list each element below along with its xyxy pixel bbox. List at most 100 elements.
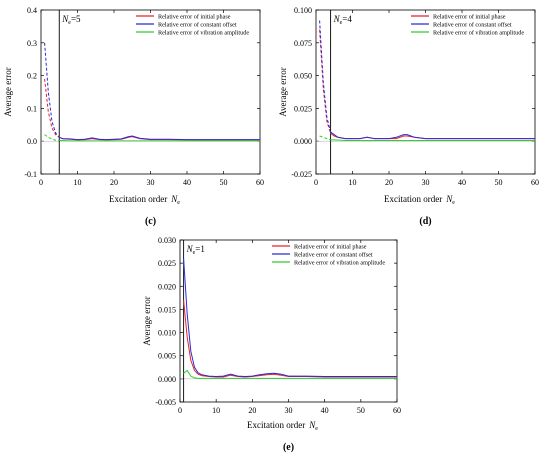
x-tick-label: 0	[39, 178, 43, 187]
panel-label: (e)	[283, 442, 294, 453]
x-tick-label: 0	[178, 406, 182, 415]
series-line-dashed	[44, 42, 60, 138]
legend-label: Relative error of initial phase	[433, 14, 506, 21]
threshold-sub: e	[68, 20, 71, 26]
panel-label: (d)	[419, 216, 431, 227]
series-line	[183, 369, 397, 379]
threshold-value: =1	[195, 244, 205, 254]
y-tick-label: 0.3	[27, 39, 37, 48]
series-line	[330, 132, 535, 140]
y-tick-label: -0.025	[291, 170, 312, 179]
y-tick-label: 0.030	[158, 236, 176, 245]
chart-panel: 0 10 20 30 40 50 60 -0.025 0.000 0.025 0.050 0.075 0…	[278, 6, 539, 227]
x-axis-label-sub: e	[177, 200, 180, 206]
series-line-dashed	[319, 135, 331, 141]
x-tick-label: 0	[314, 178, 318, 187]
x-tick-label: 40	[183, 178, 191, 187]
y-tick-label: 0.010	[158, 329, 176, 338]
x-tick-label: 60	[393, 406, 401, 415]
x-tick-label: 30	[147, 178, 155, 187]
y-tick-label: 0.025	[294, 104, 312, 113]
x-tick-label: 10	[349, 178, 357, 187]
legend: Relative error of initial phaseRelative …	[411, 14, 524, 37]
series-line	[183, 258, 397, 378]
x-axis-label-sub: e	[315, 426, 318, 432]
legend-label: Relative error of constant offset	[294, 252, 373, 259]
threshold-value: =4	[342, 14, 352, 24]
x-tick-label: 50	[495, 178, 503, 187]
x-axis-label: Excitation order Ne	[247, 420, 318, 432]
series-line-dashed	[319, 20, 332, 133]
x-axis-label-sub: e	[452, 200, 455, 206]
x-axis-label-text: Excitation order	[384, 194, 442, 204]
panel-label: (c)	[145, 216, 156, 227]
threshold-sub: e	[340, 20, 343, 26]
x-axis-label: Excitation order Ne	[384, 194, 455, 206]
chart-panel: 0 10 20 30 40 50 60-0.10.00.10.20.30.4Ne=5 Rela…	[3, 6, 264, 227]
x-axis-label-symbol: N	[308, 420, 316, 430]
x-axis-label-symbol: N	[170, 194, 178, 204]
y-tick-label: 0.000	[294, 137, 312, 146]
y-tick-label: 0.015	[158, 305, 176, 314]
x-tick-label: 20	[110, 178, 118, 187]
threshold-symbol: N	[61, 14, 69, 24]
y-tick-label: 0.025	[158, 259, 176, 268]
x-tick-label: 30	[285, 406, 293, 415]
threshold-label: Ne=1	[186, 244, 205, 256]
x-tick-label: 60	[531, 178, 539, 187]
y-axis-label: Average error	[142, 296, 152, 346]
legend: Relative error of initial phaseRelative …	[136, 14, 249, 37]
legend-label: Relative error of vibration amplitude	[158, 30, 249, 37]
legend-label: Relative error of initial phase	[158, 14, 231, 21]
x-tick-label: 40	[458, 178, 466, 187]
threshold-label: Ne=4	[333, 14, 353, 26]
threshold-symbol: N	[186, 244, 194, 254]
threshold-sub: e	[193, 250, 196, 256]
x-tick-label: 20	[248, 406, 256, 415]
y-tick-label: 0.005	[158, 352, 176, 361]
y-tick-label: 0.4	[27, 6, 37, 15]
y-axis-label: Average error	[278, 67, 288, 117]
x-tick-label: 10	[212, 406, 220, 415]
y-tick-label: 0.1	[27, 104, 37, 113]
y-tick-label: 0.000	[158, 375, 176, 384]
x-tick-label: 10	[74, 178, 82, 187]
series-line	[59, 135, 260, 141]
legend: Relative error of initial phaseRelative …	[272, 244, 385, 267]
x-axis-label-text: Excitation order	[109, 194, 167, 204]
threshold-value: =5	[71, 14, 81, 24]
legend-label: Relative error of vibration amplitude	[294, 260, 385, 267]
y-tick-label: 0.0	[27, 137, 37, 146]
y-tick-label: -0.1	[24, 170, 37, 179]
x-axis-label-symbol: N	[445, 194, 453, 204]
series-line-dashed	[44, 78, 60, 138]
series-line	[183, 300, 397, 378]
y-tick-label: 0.2	[27, 72, 37, 81]
series-line-dashed	[319, 29, 332, 134]
x-tick-label: 50	[220, 178, 228, 187]
legend-label: Relative error of constant offset	[433, 22, 512, 29]
y-tick-label: 0.100	[294, 6, 312, 15]
y-tick-label: 0.020	[158, 282, 176, 291]
y-tick-label: 0.050	[294, 72, 312, 81]
x-tick-label: 40	[321, 406, 329, 415]
threshold-label: Ne=5	[61, 14, 81, 26]
x-tick-label: 20	[385, 178, 393, 187]
series-line	[330, 139, 535, 141]
series-line-dashed	[44, 134, 60, 141]
y-tick-label: -0.005	[155, 398, 176, 407]
y-tick-label: 0.075	[294, 39, 312, 48]
x-tick-label: 30	[422, 178, 430, 187]
x-axis-label-text: Excitation order	[247, 420, 305, 430]
threshold-symbol: N	[333, 14, 341, 24]
x-axis-label: Excitation order Ne	[109, 194, 180, 206]
y-axis-label: Average error	[3, 67, 13, 117]
x-tick-label: 60	[256, 178, 264, 187]
legend-label: Relative error of constant offset	[158, 22, 237, 29]
legend-label: Relative error of vibration amplitude	[433, 30, 524, 37]
x-tick-label: 50	[357, 406, 365, 415]
legend-label: Relative error of initial phase	[294, 244, 367, 251]
series-line	[330, 131, 535, 140]
chart-panel: 0 10 20 30 40 50 60 -0.005 0.000 0.005 0.010 0.015 0…	[142, 236, 401, 453]
